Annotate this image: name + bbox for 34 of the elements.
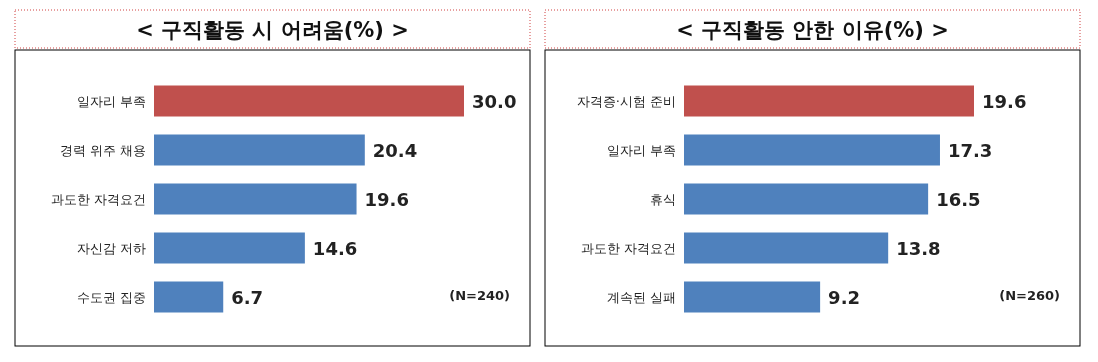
bar	[684, 232, 889, 264]
data-label: 14.6	[312, 238, 358, 259]
y-tick-label: 자신감 저하	[76, 241, 146, 256]
bar	[154, 281, 224, 313]
y-tick-label: 과도한 자격요건	[50, 192, 146, 207]
bar	[684, 134, 940, 166]
bar	[684, 85, 974, 117]
chart-title: < 구직활동 시 어려움(%) >	[136, 18, 409, 42]
data-label: 19.6	[982, 91, 1027, 112]
y-tick-label: 계속된 실패	[606, 290, 676, 305]
bar	[154, 183, 357, 215]
bar	[684, 281, 821, 313]
chart-title: < 구직활동 안한 이유(%) >	[676, 18, 949, 42]
data-label: 17.3	[947, 140, 993, 161]
bar	[154, 232, 305, 264]
data-label: 13.8	[896, 238, 941, 259]
data-label: 20.4	[372, 140, 418, 161]
y-tick-label: 과도한 자격요건	[580, 241, 676, 256]
y-tick-label: 수도권 집중	[76, 290, 146, 305]
y-tick-label: 경력 위주 채용	[59, 143, 146, 158]
data-label: 16.5	[936, 189, 981, 210]
bar	[684, 183, 929, 215]
annotation: (N=240)	[449, 288, 510, 303]
bar	[154, 85, 464, 117]
data-label: 6.7	[231, 287, 264, 308]
text: (N=260)	[999, 288, 1060, 303]
y-tick-label: 일자리 부족	[76, 94, 146, 109]
data-label: 19.6	[364, 189, 409, 210]
y-tick-label: 휴식	[650, 192, 676, 207]
y-tick-label: 자격증·시험 준비	[576, 94, 676, 109]
data-label: 30.0	[472, 91, 517, 112]
data-label: 9.2	[828, 287, 861, 308]
bar	[154, 134, 365, 166]
y-tick-label: 일자리 부족	[606, 143, 676, 158]
